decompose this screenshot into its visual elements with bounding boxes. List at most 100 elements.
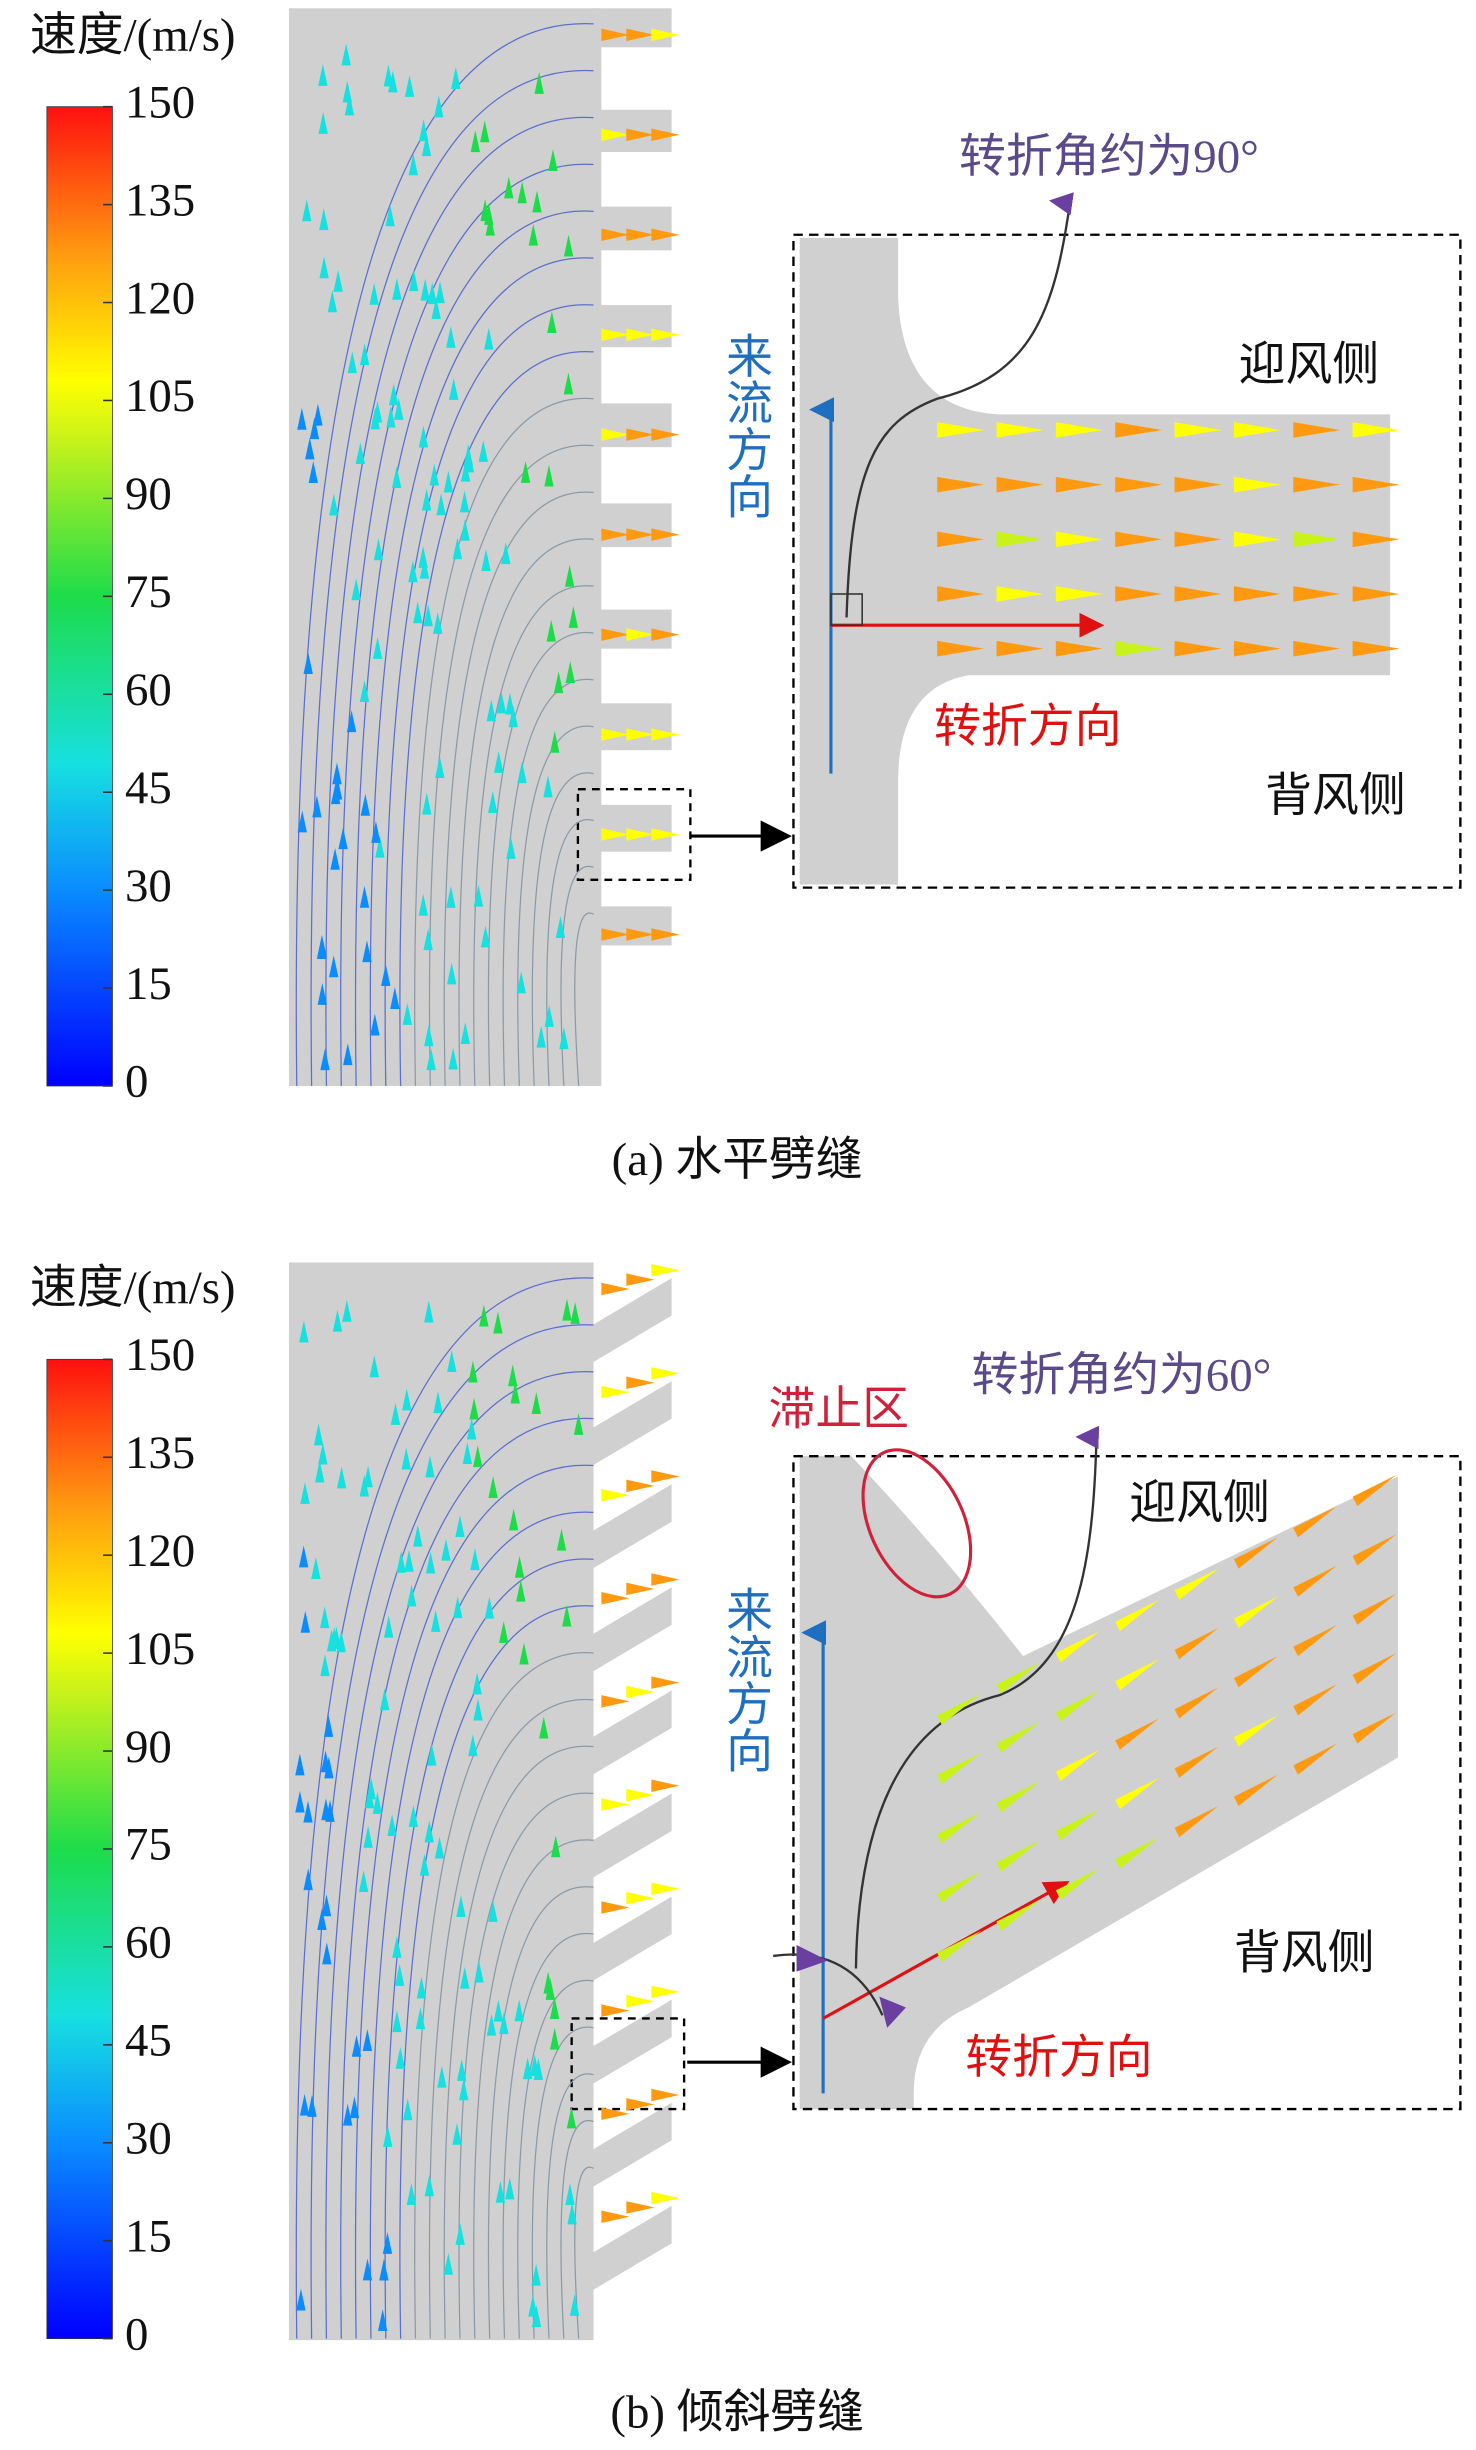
vector xyxy=(463,444,474,466)
vector xyxy=(320,1606,330,1629)
vector xyxy=(332,1309,343,1332)
vector xyxy=(996,640,1044,657)
colorbar-tick-label: 75 xyxy=(125,1819,172,1871)
vector xyxy=(347,351,357,374)
colorbar-tick-label: 15 xyxy=(125,2210,172,2262)
vector xyxy=(549,1997,560,2020)
vector xyxy=(1174,586,1222,602)
vector xyxy=(996,1662,1041,1694)
vector xyxy=(651,128,680,142)
vector xyxy=(456,1895,466,1918)
vector xyxy=(1115,1599,1159,1632)
vector xyxy=(453,1596,463,1619)
streamline xyxy=(487,1886,594,2339)
vector xyxy=(341,43,351,66)
vector xyxy=(406,2183,417,2206)
streamline xyxy=(384,304,594,1087)
vector xyxy=(478,440,488,462)
vector xyxy=(601,928,630,941)
vector xyxy=(394,1963,405,1986)
vector xyxy=(382,2232,393,2254)
vector xyxy=(421,134,432,157)
caption: (b) 倾斜劈缝 xyxy=(610,2386,864,2438)
vector xyxy=(601,1592,630,1605)
vector xyxy=(937,476,984,493)
vector xyxy=(626,428,655,441)
streamline xyxy=(414,397,594,1087)
vector xyxy=(408,153,418,176)
vector xyxy=(1233,586,1281,602)
vector xyxy=(373,538,384,561)
vector xyxy=(1055,422,1103,438)
vector xyxy=(298,1545,309,1568)
vector xyxy=(1233,640,1281,657)
vector xyxy=(937,1752,981,1785)
vector xyxy=(996,1899,1041,1931)
vector xyxy=(626,1273,655,1286)
vector xyxy=(493,750,504,773)
vector xyxy=(651,1367,680,1380)
vector xyxy=(651,928,680,941)
vector xyxy=(311,1557,321,1580)
vector xyxy=(566,2106,577,2129)
vector xyxy=(468,1734,478,1757)
vector xyxy=(429,463,439,486)
vector xyxy=(472,1672,482,1695)
colorbar-tick-label: 0 xyxy=(125,1056,148,1108)
zoom-b xyxy=(772,1425,1462,2111)
vector xyxy=(329,493,339,516)
vector xyxy=(447,1350,457,1373)
colorbar-tick-label: 105 xyxy=(125,370,195,422)
vector xyxy=(486,699,497,722)
vector xyxy=(436,493,446,516)
vector xyxy=(601,428,630,441)
vector xyxy=(433,1391,443,1414)
vector xyxy=(312,795,322,818)
colorbar-tick-label: 60 xyxy=(125,1917,172,1969)
vector xyxy=(626,2098,655,2111)
vector xyxy=(321,1798,331,1821)
vector xyxy=(466,1417,477,1440)
streamline xyxy=(560,2119,594,2339)
colorbar-tick-label: 45 xyxy=(125,2015,172,2067)
vector xyxy=(543,1971,553,1994)
vector xyxy=(996,531,1044,548)
slot xyxy=(587,1587,672,1675)
vector xyxy=(303,652,313,675)
vector xyxy=(1055,640,1103,657)
streamline xyxy=(531,2026,594,2339)
streamline xyxy=(295,1277,594,2339)
vector xyxy=(446,962,457,985)
vector xyxy=(390,987,400,1009)
vector xyxy=(315,1460,325,1483)
vector xyxy=(331,1626,342,1649)
vector xyxy=(996,586,1044,602)
colorbar-tick-label: 75 xyxy=(125,566,172,618)
vector xyxy=(452,2122,462,2145)
vector xyxy=(363,1465,373,1488)
vector xyxy=(419,1853,430,1876)
vector xyxy=(319,208,329,231)
vector xyxy=(1055,1631,1100,1663)
streamline xyxy=(295,23,594,1086)
vector xyxy=(360,793,371,816)
vector xyxy=(448,1047,458,1070)
vector xyxy=(504,176,514,199)
vector xyxy=(318,63,328,86)
vector xyxy=(469,1397,479,1420)
vector xyxy=(996,476,1044,493)
vector xyxy=(601,1385,630,1399)
vector xyxy=(441,1538,451,1561)
vector xyxy=(544,464,554,487)
colorbar-tick-label: 15 xyxy=(125,958,172,1010)
vector xyxy=(408,560,418,583)
vector xyxy=(506,836,516,859)
vector xyxy=(388,383,399,406)
vector xyxy=(601,1695,630,1708)
vector xyxy=(499,2012,509,2035)
vector xyxy=(1293,1684,1337,1716)
vector xyxy=(470,130,481,153)
vector xyxy=(519,1642,529,1665)
vector xyxy=(493,1999,504,2022)
vector xyxy=(433,611,443,634)
